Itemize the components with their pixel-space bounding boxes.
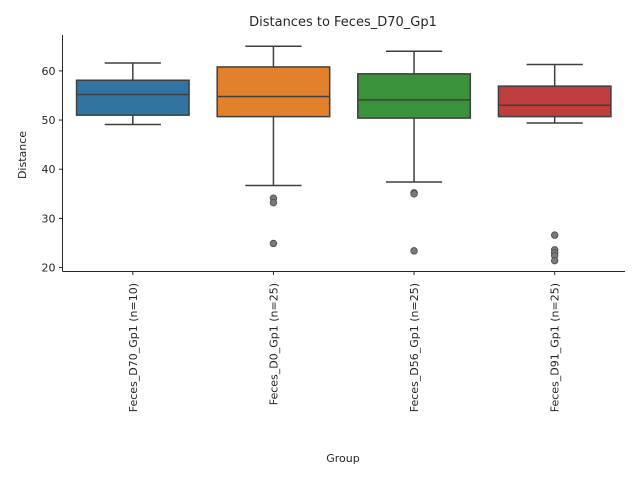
y-tick-label: 50 [42,114,56,127]
chart-title: Distances to Feces_D70_Gp1 [249,15,437,30]
box-group [216,45,331,248]
box-iqr [216,66,331,118]
y-tick-label: 20 [42,262,56,275]
outlier-point [410,190,418,198]
outlier-point [550,231,559,239]
x-tick-label: Feces_D70_Gp1 (n=10) [127,283,140,412]
outlier-point [410,247,418,255]
x-tick-label: Feces_D91_Gp1 (n=25) [549,283,562,412]
box-group [357,50,472,255]
boxes [75,45,612,265]
box-iqr [357,73,472,119]
x-tick-label: Feces_D56_Gp1 (n=25) [408,283,421,412]
y-tick-label: 30 [42,212,56,225]
box-group [75,62,190,126]
box-iqr [497,85,612,118]
outlier-point [269,198,278,207]
outlier-point [269,239,278,248]
x-tick-label: Feces_D0_Gp1 (n=25) [267,283,280,405]
y-tick-label: 60 [42,65,56,78]
y-axis-label: Distance [16,131,29,179]
y-tick-label: 40 [42,163,56,176]
box-iqr [75,79,190,116]
outlier-point [550,256,559,265]
box-group [497,63,612,265]
x-ticks: Feces_D70_Gp1 (n=10) Feces_D0_Gp1 (n=25) F… [127,271,562,412]
y-ticks: 20 30 40 50 60 [42,65,63,275]
x-axis-label: Group [326,452,360,465]
